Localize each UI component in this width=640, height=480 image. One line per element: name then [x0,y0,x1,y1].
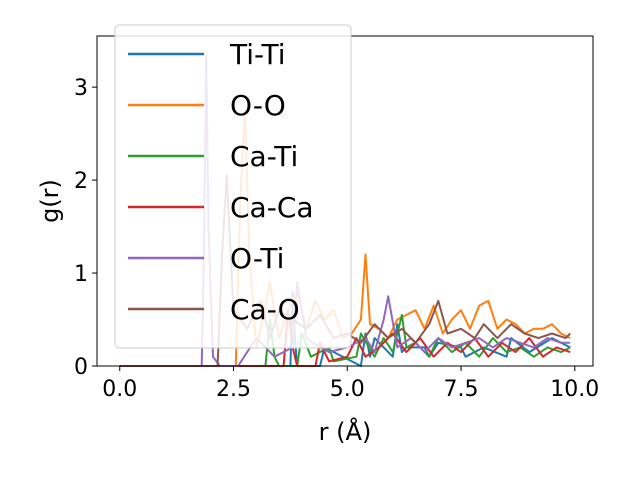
x-tick-label: 7.5 [444,377,479,402]
legend-label-ca-o: Ca-O [230,293,300,326]
y-axis-label: g(r) [36,179,64,223]
x-tick-label: 2.5 [216,377,251,402]
y-axis-ticks: 0 1 2 3 [74,76,97,380]
y-tick-label: 2 [74,169,88,194]
x-tick-label: 10.0 [550,377,599,402]
legend-label-ti-ti: Ti-Ti [229,38,286,71]
legend: Ti-Ti O-O Ca-Ti Ca-Ca O-Ti Ca-O [114,24,352,349]
x-axis-ticks: 0.0 2.5 5.0 7.5 10.0 [102,366,599,402]
y-tick-label: 0 [74,355,88,380]
y-tick-label: 1 [74,262,88,287]
y-tick-label: 3 [74,76,88,101]
x-tick-label: 5.0 [330,377,365,402]
x-axis-label: r (Å) [319,417,372,446]
legend-label-ca-ca: Ca-Ca [230,191,314,224]
legend-label-o-ti: O-Ti [230,242,284,275]
x-tick-label: 0.0 [102,377,137,402]
legend-label-o-o: O-O [230,89,286,122]
legend-label-ca-ti: Ca-Ti [230,140,298,173]
